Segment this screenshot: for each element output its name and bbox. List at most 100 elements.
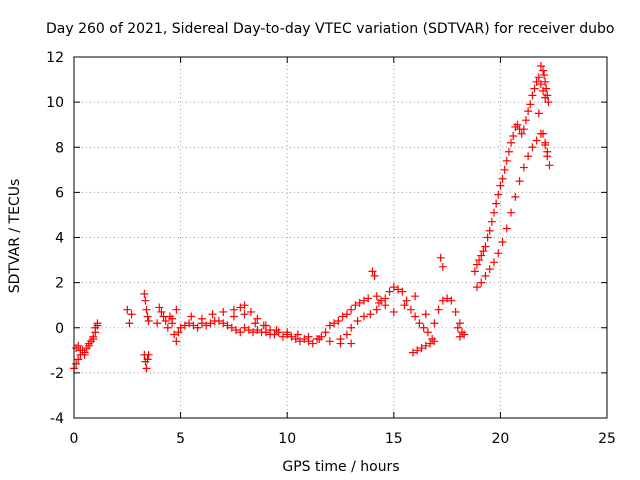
data-point [479,247,488,256]
data-point [342,330,351,339]
x-axis-ticks: 0 5 10 15 20 25 [70,57,616,447]
x-tick-label: 25 [598,431,616,447]
data-point [539,66,548,75]
data-point [372,305,381,314]
data-point [123,305,132,314]
data-point [197,314,206,323]
data-point [481,271,490,280]
data-point [229,305,238,314]
data-point [74,355,83,364]
data-point [494,249,503,258]
data-point [411,312,420,321]
chart-title: Day 260 of 2021, Sidereal Day-to-day VTE… [46,21,614,37]
data-point [330,319,339,328]
data-point [347,305,356,314]
data-point [521,116,530,125]
data-point [374,298,383,307]
data-point [300,335,309,344]
data-point [434,305,443,314]
data-point [153,319,162,328]
data-point [91,323,100,332]
data-point [189,321,198,330]
data-point [483,233,492,242]
data-point [168,319,177,328]
data-point [438,262,447,271]
data-point [400,301,409,310]
data-point [229,312,238,321]
data-point [240,323,249,332]
data-point [174,328,183,337]
data-point [498,238,507,247]
data-point [370,271,379,280]
data-point [251,319,260,328]
data-point [481,242,490,251]
data-point [187,312,196,321]
data-point [532,77,541,86]
data-point [477,278,486,287]
data-point [359,312,368,321]
data-point [426,339,435,348]
data-point [140,289,149,298]
x-tick-label: 15 [385,431,403,447]
data-point [155,303,164,312]
data-point [141,296,150,305]
data-point [223,321,232,330]
data-point [455,332,464,341]
data-point [528,143,537,152]
data-point [208,310,217,319]
data-point [541,138,550,147]
data-point [500,165,509,174]
data-point [536,80,545,89]
data-point [338,312,347,321]
data-point [475,256,484,265]
data-point [472,283,481,292]
data-point [176,323,185,332]
data-point [509,131,518,140]
data-point [143,355,152,364]
data-point [472,260,481,269]
data-point [543,91,552,100]
data-point [334,316,343,325]
data-point [80,350,89,359]
data-point [502,224,511,233]
x-tick-label: 20 [491,431,509,447]
data-point [487,217,496,226]
data-point [417,344,426,353]
data-point [157,307,166,316]
data-point [364,294,373,303]
data-point [142,305,151,314]
data-point [519,163,528,172]
data-point [249,328,258,337]
data-point [293,330,302,339]
data-point [351,301,360,310]
data-point [411,292,420,301]
data-point [542,84,551,93]
data-point [515,177,524,186]
data-point [278,332,287,341]
data-point [236,328,245,337]
data-point [443,294,452,303]
data-point [143,312,152,321]
data-point [381,301,390,310]
data-point [419,323,428,332]
data-point [236,303,245,312]
data-point [421,310,430,319]
data-point [355,298,364,307]
y-tick-label: -4 [50,411,64,427]
y-tick-label: 8 [55,140,64,156]
data-point [261,328,270,337]
data-point [517,129,526,138]
data-point [528,91,537,100]
data-point [172,305,181,314]
data-point [415,319,424,328]
data-point [511,192,520,201]
data-point [544,98,553,107]
data-point [524,152,533,161]
data-point [408,348,417,357]
data-point [534,109,543,118]
data-point [304,332,313,341]
data-point [219,307,228,316]
y-tick-label: 10 [46,95,64,111]
data-point [89,335,98,344]
y-tick-label: 2 [55,276,64,292]
